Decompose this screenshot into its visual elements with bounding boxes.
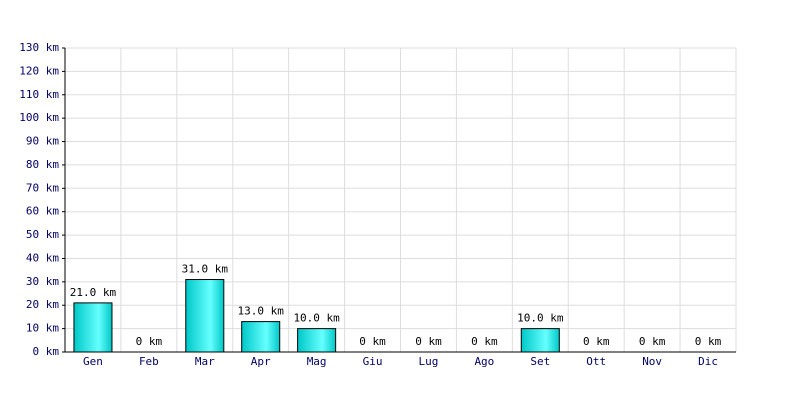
y-tick-label: 110 km: [19, 88, 59, 101]
value-label: 10.0 km: [517, 312, 564, 325]
y-tick-label: 90 km: [26, 135, 59, 148]
y-tick-label: 60 km: [26, 205, 59, 218]
bar: [241, 321, 281, 353]
value-label: 0 km: [136, 335, 163, 348]
y-tick-label: 20 km: [26, 298, 59, 311]
bar: [73, 302, 113, 353]
value-label: 0 km: [583, 335, 610, 348]
x-tick-label: Nov: [642, 355, 662, 368]
bar: [297, 328, 337, 353]
y-tick-label: 130 km: [19, 41, 59, 54]
y-tick-label: 120 km: [19, 64, 59, 77]
value-label: 13.0 km: [238, 305, 285, 318]
y-tick-label: 10 km: [26, 322, 59, 335]
x-tick-label: Set: [530, 355, 550, 368]
x-tick-label: Ott: [586, 355, 606, 368]
value-label: 31.0 km: [182, 263, 229, 276]
value-label: 0 km: [695, 335, 722, 348]
y-tick-label: 40 km: [26, 251, 59, 264]
bar: [520, 328, 560, 353]
value-label: 0 km: [639, 335, 666, 348]
y-tick-label: 50 km: [26, 228, 59, 241]
x-tick-label: Mag: [307, 355, 327, 368]
x-tick-label: Giu: [363, 355, 383, 368]
bar: [185, 279, 225, 353]
value-label: 10.0 km: [293, 312, 340, 325]
x-tick-label: Ago: [474, 355, 494, 368]
x-tick-label: Feb: [139, 355, 159, 368]
x-tick-label: Lug: [419, 355, 439, 368]
y-tick-label: 80 km: [26, 158, 59, 171]
y-tick-label: 100 km: [19, 111, 59, 124]
y-tick-label: 30 km: [26, 275, 59, 288]
y-tick-label: 70 km: [26, 181, 59, 194]
value-label: 0 km: [359, 335, 386, 348]
x-tick-label: Dic: [698, 355, 718, 368]
value-label: 0 km: [471, 335, 498, 348]
value-label: 0 km: [415, 335, 442, 348]
x-tick-label: Mar: [195, 355, 215, 368]
value-label: 21.0 km: [70, 286, 117, 299]
x-tick-label: Gen: [83, 355, 103, 368]
x-tick-label: Apr: [251, 355, 271, 368]
y-tick-label: 0 km: [33, 345, 60, 358]
